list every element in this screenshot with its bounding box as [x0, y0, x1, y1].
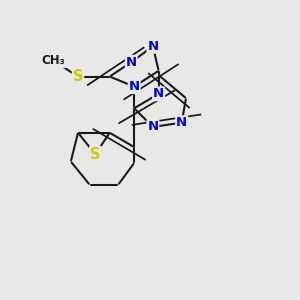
Text: N: N [153, 87, 164, 100]
Text: S: S [90, 147, 101, 162]
Text: N: N [126, 56, 137, 69]
Text: S: S [73, 69, 83, 84]
Text: N: N [147, 121, 158, 134]
Text: CH₃: CH₃ [42, 54, 65, 67]
Text: N: N [176, 116, 187, 129]
Text: N: N [147, 40, 158, 53]
Text: N: N [129, 80, 140, 93]
